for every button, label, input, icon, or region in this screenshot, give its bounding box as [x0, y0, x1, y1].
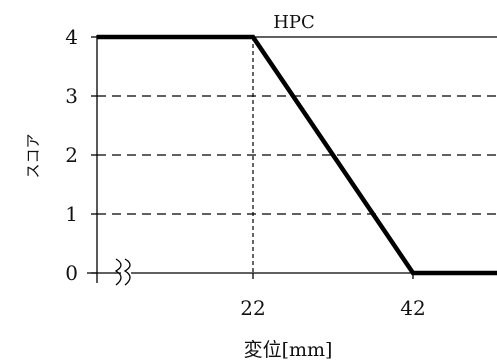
y-axis-label: スコア [24, 133, 42, 178]
axes [87, 35, 497, 287]
y-tick-label: 3 [65, 84, 78, 108]
x-tick-label: 22 [240, 296, 265, 320]
gridlines [97, 37, 497, 273]
axis-break-gap [121, 259, 131, 287]
y-tick-label: 1 [65, 202, 78, 226]
x-axis-label: 変位[mm] [244, 339, 333, 360]
series-line-0 [97, 34, 497, 276]
chart-title: HPC [273, 12, 315, 33]
y-tick-label: 2 [65, 143, 78, 167]
labels: 0 1 2 3 4 22 42 [65, 25, 425, 320]
y-tick-label: 4 [65, 25, 78, 49]
axis-break-mark [114, 258, 122, 286]
axis-break-mark [123, 258, 131, 286]
x-tick-label: 42 [400, 296, 425, 320]
y-tick-label: 0 [65, 261, 78, 285]
